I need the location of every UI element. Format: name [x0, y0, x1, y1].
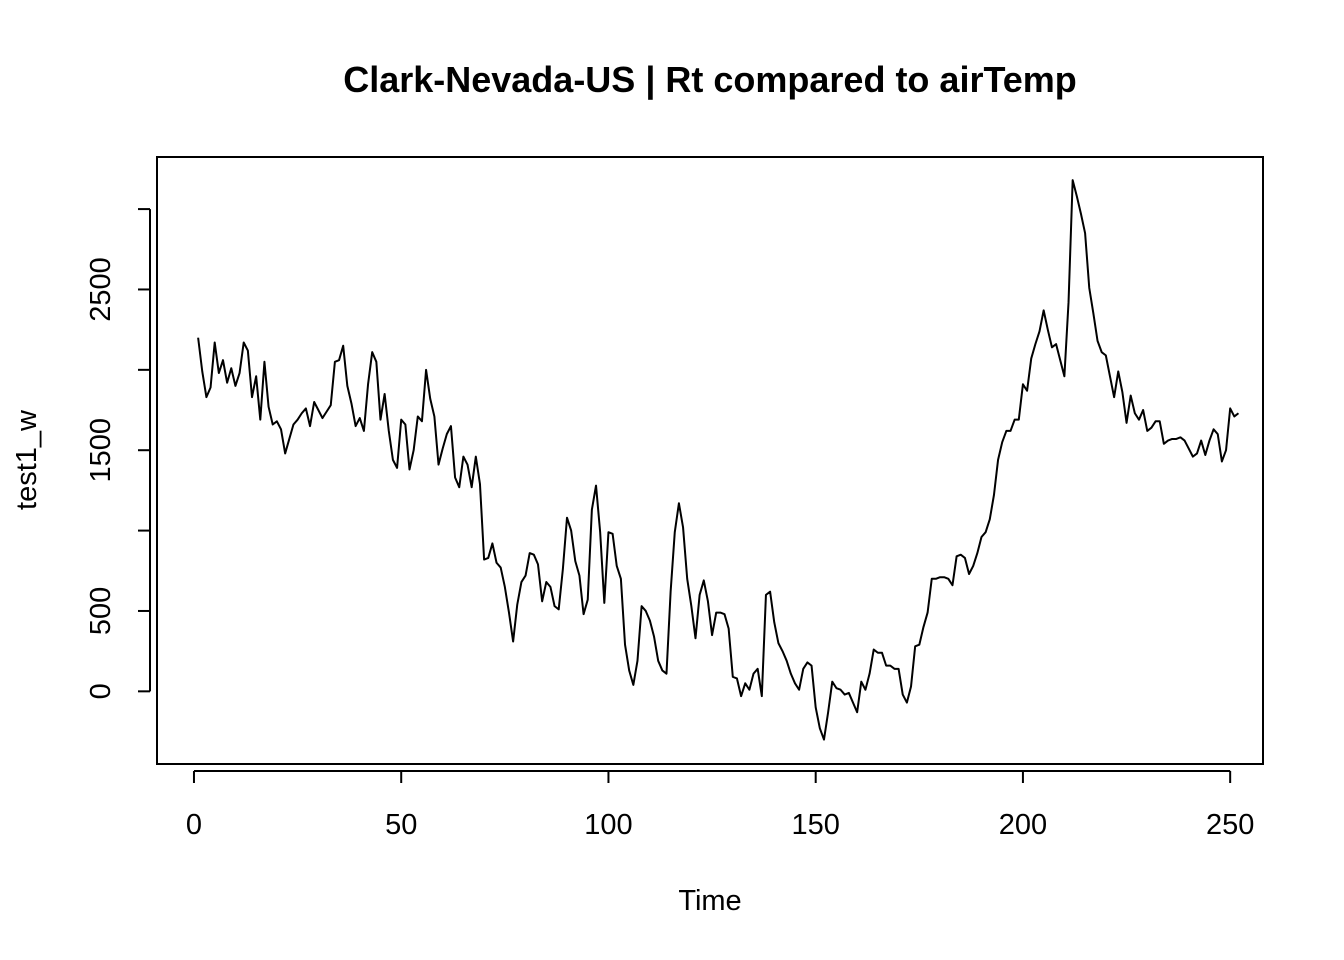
- x-tick-label: 0: [186, 809, 202, 841]
- x-tick-label: 200: [999, 809, 1047, 841]
- x-tick-label: 250: [1206, 809, 1254, 841]
- y-axis: 0 500 1500 2500: [85, 208, 151, 699]
- plot-frame: [156, 156, 1264, 765]
- x-axis-label: Time: [678, 885, 741, 917]
- x-tick-label: 50: [385, 809, 417, 841]
- series-line: [197, 179, 1240, 741]
- y-tick-label: 2500: [85, 257, 117, 322]
- x-tick-label: 150: [791, 809, 839, 841]
- y-tick-label: 500: [85, 587, 117, 635]
- y-tick-label: 0: [85, 683, 117, 699]
- x-tick-label: 100: [584, 809, 632, 841]
- chart-title: Clark-Nevada-US | Rt compared to airTemp: [343, 59, 1077, 101]
- y-tick-label: 1500: [85, 418, 117, 483]
- y-axis-label: test1_w: [11, 409, 43, 510]
- x-axis: 0 50 100 150 200 250: [186, 770, 1254, 841]
